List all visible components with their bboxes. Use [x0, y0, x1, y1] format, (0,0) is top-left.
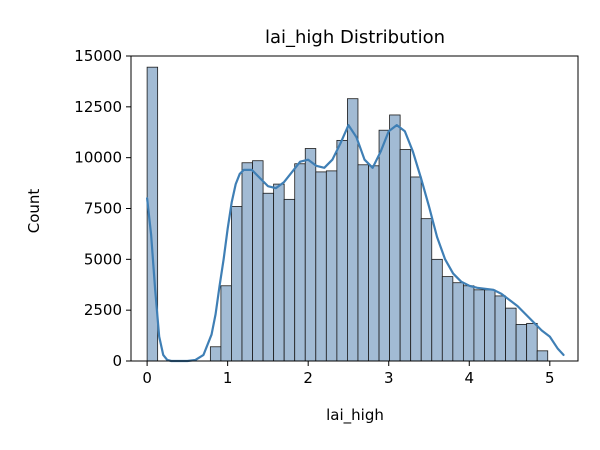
x-tick-label: 0 [142, 369, 152, 387]
x-tick-label: 4 [464, 369, 474, 387]
histogram-bar [241, 162, 253, 362]
histogram-bar [209, 346, 222, 362]
histogram-bar [262, 192, 275, 362]
histogram-bar [452, 282, 464, 362]
histogram-bar [357, 164, 369, 362]
histogram-bar [252, 160, 264, 362]
histogram-bar [505, 307, 517, 362]
histogram-bar [294, 163, 306, 362]
histogram-bar [283, 198, 296, 362]
x-tick-label: 1 [223, 369, 233, 387]
histogram-bar [399, 149, 412, 362]
histogram-bar [273, 183, 285, 362]
y-tick-label: 12500 [74, 98, 122, 116]
y-axis: 0 2500 5000 7500 10000 12500 15000 [74, 47, 131, 370]
histogram-bar [378, 129, 390, 362]
histogram-bar [315, 171, 327, 362]
y-tick-label: 15000 [74, 47, 122, 65]
y-tick-label: 10000 [74, 149, 122, 167]
x-axis: 0 1 2 3 4 5 [142, 361, 555, 387]
y-tick-label: 7500 [84, 200, 122, 218]
histogram-bar [410, 176, 422, 362]
kde-curve [146, 124, 565, 363]
histogram-bar [336, 139, 348, 362]
histogram-bar [484, 289, 496, 362]
x-tick-label: 3 [384, 369, 394, 387]
y-tick-label: 2500 [84, 301, 122, 319]
x-tick-label: 5 [545, 369, 555, 387]
histogram-bar [420, 218, 433, 362]
y-axis-label: Count [25, 189, 43, 234]
y-tick-label: 0 [112, 352, 122, 370]
histogram-bar [389, 114, 401, 362]
y-tick-label: 5000 [84, 250, 122, 268]
chart-title: lai_high Distribution [265, 27, 445, 48]
histogram-bar [526, 322, 538, 362]
histogram-bar [441, 276, 454, 362]
histogram-bar [473, 289, 485, 362]
histogram-bar [431, 258, 443, 362]
histogram-bar [304, 148, 317, 362]
histogram-bar [515, 323, 528, 362]
histogram-bar [220, 285, 232, 362]
histogram-bar [494, 295, 506, 362]
histogram-bar [462, 285, 475, 362]
histogram-bar [325, 170, 338, 362]
histogram-bar [368, 165, 380, 362]
histogram-bar [536, 350, 549, 362]
x-axis-label: lai_high [326, 406, 384, 425]
histogram-bar [231, 206, 243, 362]
x-tick-label: 2 [303, 369, 313, 387]
